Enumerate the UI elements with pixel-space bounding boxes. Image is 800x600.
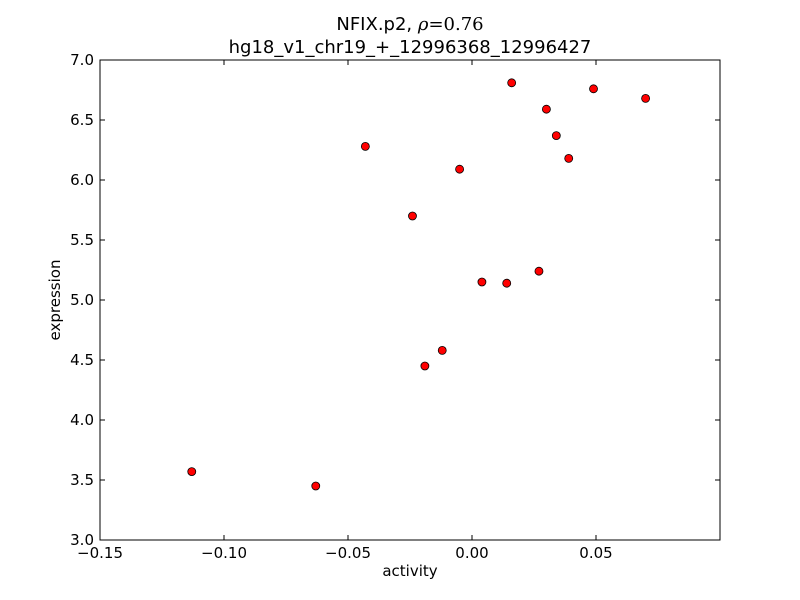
y-tick-label: 5.5 [70, 231, 94, 249]
data-point [542, 104, 551, 114]
data-point [502, 278, 512, 288]
y-axis-ticks: 3.0 3.5 4.0 4.5 5.0 5.5 6.0 6.5 7.0 [70, 51, 720, 549]
data-point [507, 78, 517, 88]
data-point [641, 94, 650, 103]
data-point [437, 345, 447, 355]
data-point [551, 131, 561, 141]
chart-subtitle: hg18_v1_chr19_+_12996368_12996427 [229, 37, 592, 58]
y-tick-label: 3.0 [70, 531, 94, 549]
data-point [477, 277, 487, 287]
x-tick-label: 0.00 [455, 544, 488, 562]
y-tick-label: 3.5 [70, 471, 94, 489]
plot-frame [99, 59, 721, 541]
data-point [534, 266, 544, 276]
data-point [360, 141, 370, 151]
y-tick-label: 6.5 [70, 111, 94, 129]
chart-title: NFIX.p2, ρ=0.76 [336, 14, 483, 35]
x-axis-label: activity [382, 562, 437, 580]
data-point [455, 164, 465, 174]
data-point [311, 481, 321, 491]
x-tick-label: 0.05 [579, 544, 612, 562]
x-tick-label: −0.15 [77, 544, 123, 562]
chart-title-rho: ρ [417, 14, 429, 35]
data-point [420, 361, 430, 371]
data-point [187, 467, 197, 477]
chart-title-prefix: NFIX.p2, [336, 14, 418, 35]
y-tick-label: 4.5 [70, 351, 94, 369]
y-tick-label: 4.0 [70, 411, 94, 429]
data-point [564, 153, 574, 163]
y-axis-label: expression [46, 260, 64, 341]
data-point [408, 211, 417, 221]
data-point [589, 84, 598, 94]
y-tick-label: 6.0 [70, 171, 94, 189]
x-axis-ticks: −0.15 −0.10 −0.05 0.00 0.05 [77, 60, 613, 562]
chart-title-rho-value: =0.76 [428, 14, 483, 35]
x-tick-label: −0.05 [325, 544, 371, 562]
y-tick-label: 5.0 [70, 291, 94, 309]
data-points [187, 78, 650, 491]
y-tick-label: 7.0 [70, 51, 94, 69]
x-tick-label: −0.10 [201, 544, 247, 562]
